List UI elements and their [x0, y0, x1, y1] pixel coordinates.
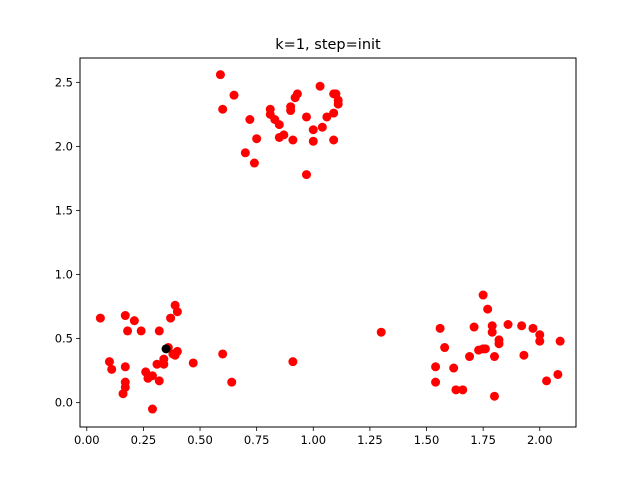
- data-point: [487, 321, 497, 331]
- data-point: [489, 391, 499, 401]
- data-point: [301, 112, 311, 122]
- data-point: [451, 385, 461, 395]
- centroid-point: [161, 344, 171, 354]
- data-point: [159, 354, 169, 364]
- data-point: [315, 81, 325, 91]
- data-point: [489, 352, 499, 362]
- data-point: [535, 330, 545, 340]
- data-point: [376, 327, 386, 337]
- data-point: [227, 377, 237, 387]
- data-point: [483, 304, 493, 314]
- data-point: [329, 135, 339, 145]
- data-point: [240, 148, 250, 158]
- x-axis: 0.00 0.25 0.50 0.75 1.00 1.25 1.50 1.75 2.00: [74, 427, 553, 447]
- data-point: [308, 136, 318, 146]
- data-point: [104, 357, 114, 367]
- data-point: [288, 135, 298, 145]
- y-tick-label: 1.5: [55, 203, 73, 217]
- data-point: [449, 363, 459, 373]
- data-point: [553, 369, 563, 379]
- data-point: [252, 134, 262, 144]
- data-point: [290, 93, 300, 103]
- data-point: [458, 385, 468, 395]
- data-point: [107, 364, 117, 374]
- x-tick-label: 0.00: [74, 433, 100, 447]
- data-point: [249, 158, 259, 168]
- data-point: [519, 350, 529, 360]
- data-point: [494, 339, 504, 349]
- data-point: [120, 382, 130, 392]
- data-point: [431, 362, 441, 372]
- data-point: [333, 95, 343, 105]
- y-tick-label: 2.5: [55, 75, 73, 89]
- x-tick-label: 0.50: [187, 433, 213, 447]
- data-point: [465, 352, 475, 362]
- data-point: [517, 321, 527, 331]
- data-point: [188, 358, 198, 368]
- data-point: [170, 350, 180, 360]
- data-point: [215, 70, 225, 80]
- data-point: [528, 323, 538, 333]
- data-point: [317, 122, 327, 132]
- chart-title: k=1, step=init: [275, 37, 381, 53]
- data-point: [431, 377, 441, 387]
- y-tick-label: 0.0: [55, 396, 73, 410]
- data-point: [120, 311, 130, 321]
- data-point: [535, 336, 545, 346]
- data-point: [218, 349, 228, 359]
- x-tick-label: 2.00: [527, 433, 553, 447]
- data-point: [435, 323, 445, 333]
- x-tick-label: 1.75: [470, 433, 496, 447]
- data-point: [123, 326, 133, 336]
- data-point: [172, 307, 182, 317]
- data-point: [274, 132, 284, 142]
- y-tick-label: 2.0: [55, 139, 73, 153]
- y-tick-label: 0.5: [55, 332, 73, 346]
- data-point: [218, 104, 228, 114]
- data-point: [136, 326, 146, 336]
- data-point: [166, 313, 176, 323]
- points-layer: [95, 70, 565, 414]
- data-point: [120, 362, 130, 372]
- data-point: [154, 376, 164, 386]
- data-point: [288, 357, 298, 367]
- data-point: [440, 343, 450, 353]
- data-point: [147, 404, 157, 414]
- data-point: [555, 336, 565, 346]
- x-tick-label: 1.50: [414, 433, 440, 447]
- x-tick-label: 1.25: [357, 433, 383, 447]
- data-point: [245, 115, 255, 124]
- x-tick-label: 0.25: [131, 433, 157, 447]
- data-point: [154, 326, 164, 336]
- data-point: [487, 327, 497, 337]
- data-point: [152, 359, 162, 369]
- data-point: [503, 320, 513, 329]
- data-point: [542, 376, 552, 386]
- data-point: [329, 108, 339, 118]
- data-point: [469, 322, 479, 332]
- data-point: [129, 316, 139, 326]
- x-tick-label: 1.00: [300, 433, 326, 447]
- y-tick-label: 1.0: [55, 268, 73, 282]
- data-point: [301, 170, 311, 180]
- data-point: [147, 371, 157, 381]
- data-point: [308, 125, 318, 135]
- data-point: [480, 344, 490, 354]
- x-tick-label: 0.75: [244, 433, 270, 447]
- plot-frame: [79, 57, 577, 428]
- data-point: [95, 313, 105, 323]
- data-point: [229, 90, 239, 100]
- y-axis: 0.0 0.5 1.0 1.5 2.0 2.5: [55, 75, 80, 410]
- data-point: [322, 112, 332, 122]
- data-point: [274, 120, 284, 130]
- data-point: [286, 106, 296, 116]
- data-point: [478, 290, 488, 300]
